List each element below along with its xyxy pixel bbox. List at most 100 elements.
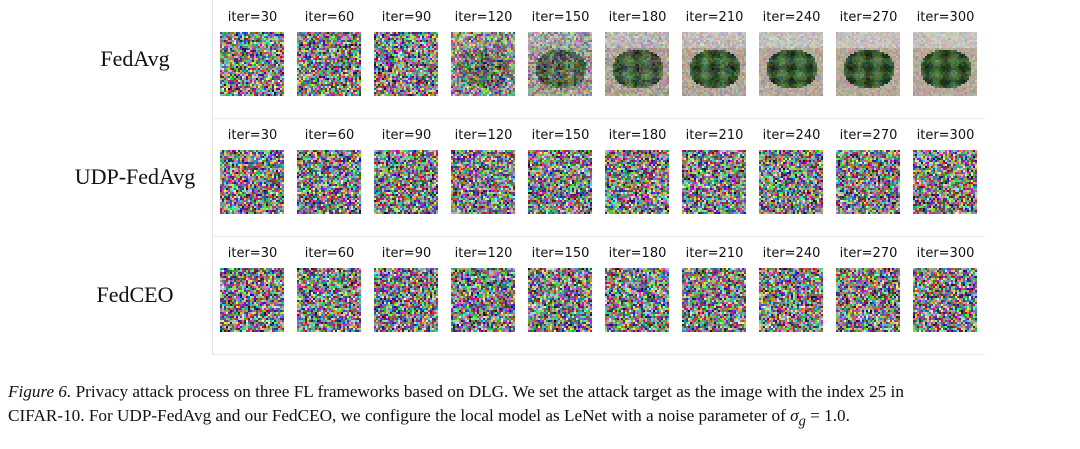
row-cells: iter=30 iter=60 iter=90 iter=120 iter=150 ite… bbox=[214, 0, 984, 118]
iteration-label: iter=90 bbox=[368, 246, 445, 261]
reconstruction-image bbox=[374, 150, 438, 214]
grid-cell: iter=270 bbox=[830, 118, 907, 236]
grid-cell: iter=300 bbox=[907, 118, 984, 236]
grid-cell: iter=240 bbox=[753, 118, 830, 236]
reconstruction-image bbox=[759, 150, 823, 214]
reconstruction-image bbox=[913, 32, 977, 96]
grid-cell: iter=300 bbox=[907, 236, 984, 354]
iteration-label: iter=90 bbox=[368, 10, 445, 25]
iteration-label: iter=120 bbox=[445, 246, 522, 261]
reconstruction-image bbox=[220, 32, 284, 96]
caption-line2: CIFAR-10. For UDP-FedAvg and our FedCEO,… bbox=[8, 406, 790, 425]
row-fedceo: FedCEO iter=30 iter=60 iter=90 iter=120 iter… bbox=[0, 236, 1080, 355]
grid-cell: iter=210 bbox=[676, 0, 753, 118]
iteration-label: iter=90 bbox=[368, 128, 445, 143]
iteration-label: iter=270 bbox=[830, 128, 907, 143]
row-label: FedAvg bbox=[60, 0, 210, 118]
reconstruction-image bbox=[528, 268, 592, 332]
reconstruction-image bbox=[605, 150, 669, 214]
reconstruction-image bbox=[297, 32, 361, 96]
figure-caption: Figure 6. Privacy attack process on thre… bbox=[8, 380, 1072, 433]
reconstruction-image bbox=[682, 32, 746, 96]
iteration-label: iter=240 bbox=[753, 128, 830, 143]
reconstruction-image bbox=[836, 32, 900, 96]
iteration-label: iter=60 bbox=[291, 128, 368, 143]
reconstruction-image bbox=[759, 268, 823, 332]
iteration-label: iter=210 bbox=[676, 128, 753, 143]
reconstruction-image bbox=[451, 32, 515, 96]
row-label: UDP-FedAvg bbox=[60, 118, 210, 236]
grid-cell: iter=60 bbox=[291, 118, 368, 236]
row-frame bbox=[212, 118, 985, 237]
reconstruction-image bbox=[297, 150, 361, 214]
grid-cell: iter=60 bbox=[291, 0, 368, 118]
grid-cell: iter=90 bbox=[368, 118, 445, 236]
iteration-label: iter=30 bbox=[214, 246, 291, 261]
reconstruction-image bbox=[297, 268, 361, 332]
grid-cell: iter=270 bbox=[830, 0, 907, 118]
reconstruction-image bbox=[528, 150, 592, 214]
reconstruction-image bbox=[913, 150, 977, 214]
grid-cell: iter=180 bbox=[599, 0, 676, 118]
reconstruction-image bbox=[374, 268, 438, 332]
iteration-label: iter=30 bbox=[214, 128, 291, 143]
row-frame bbox=[212, 236, 985, 355]
row-label: FedCEO bbox=[60, 236, 210, 354]
grid-cell: iter=210 bbox=[676, 236, 753, 354]
iteration-label: iter=240 bbox=[753, 246, 830, 261]
reconstruction-image bbox=[374, 32, 438, 96]
grid-cell: iter=210 bbox=[676, 118, 753, 236]
row-udp-fedavg: UDP-FedAvg iter=30 iter=60 iter=90 iter=120… bbox=[0, 118, 1080, 237]
iteration-label: iter=240 bbox=[753, 10, 830, 25]
iteration-label: iter=180 bbox=[599, 128, 676, 143]
sigma-subscript: g bbox=[799, 413, 806, 429]
iteration-label: iter=150 bbox=[522, 128, 599, 143]
reconstruction-image bbox=[836, 150, 900, 214]
reconstruction-image bbox=[220, 268, 284, 332]
caption-prefix: Figure 6. bbox=[8, 382, 71, 401]
reconstruction-image bbox=[759, 32, 823, 96]
row-frame bbox=[212, 0, 985, 119]
iteration-label: iter=150 bbox=[522, 246, 599, 261]
iteration-label: iter=120 bbox=[445, 10, 522, 25]
grid-cell: iter=180 bbox=[599, 118, 676, 236]
grid-cell: iter=90 bbox=[368, 236, 445, 354]
sigma-symbol: σ bbox=[790, 406, 798, 425]
grid-cell: iter=300 bbox=[907, 0, 984, 118]
iteration-label: iter=180 bbox=[599, 10, 676, 25]
iteration-label: iter=150 bbox=[522, 10, 599, 25]
iteration-label: iter=60 bbox=[291, 10, 368, 25]
grid-cell: iter=270 bbox=[830, 236, 907, 354]
grid-cell: iter=120 bbox=[445, 118, 522, 236]
caption-line1: Privacy attack process on three FL frame… bbox=[71, 382, 904, 401]
grid-cell: iter=30 bbox=[214, 236, 291, 354]
reconstruction-image bbox=[528, 32, 592, 96]
iteration-label: iter=300 bbox=[907, 10, 984, 25]
grid-cell: iter=150 bbox=[522, 236, 599, 354]
reconstruction-image bbox=[451, 268, 515, 332]
grid-cell: iter=240 bbox=[753, 0, 830, 118]
grid-cell: iter=150 bbox=[522, 0, 599, 118]
iteration-label: iter=300 bbox=[907, 246, 984, 261]
reconstruction-image bbox=[836, 268, 900, 332]
grid-cell: iter=240 bbox=[753, 236, 830, 354]
iteration-label: iter=210 bbox=[676, 246, 753, 261]
iteration-label: iter=210 bbox=[676, 10, 753, 25]
iteration-label: iter=30 bbox=[214, 10, 291, 25]
grid-cell: iter=120 bbox=[445, 0, 522, 118]
row-cells: iter=30 iter=60 iter=90 iter=120 iter=150 ite… bbox=[214, 118, 984, 236]
iteration-label: iter=270 bbox=[830, 10, 907, 25]
grid-cell: iter=120 bbox=[445, 236, 522, 354]
row-cells: iter=30 iter=60 iter=90 iter=120 iter=150 ite… bbox=[214, 236, 984, 354]
sigma-value: = 1.0. bbox=[806, 406, 850, 425]
reconstruction-image bbox=[220, 150, 284, 214]
iteration-label: iter=180 bbox=[599, 246, 676, 261]
reconstruction-image bbox=[605, 268, 669, 332]
grid-cell: iter=30 bbox=[214, 118, 291, 236]
iteration-label: iter=300 bbox=[907, 128, 984, 143]
iteration-label: iter=120 bbox=[445, 128, 522, 143]
grid-cell: iter=60 bbox=[291, 236, 368, 354]
reconstruction-image bbox=[451, 150, 515, 214]
grid-cell: iter=90 bbox=[368, 0, 445, 118]
grid-cell: iter=30 bbox=[214, 0, 291, 118]
